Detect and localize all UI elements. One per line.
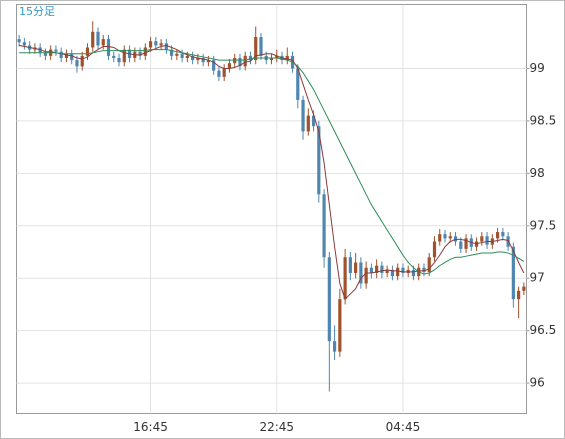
- candle-body: [22, 42, 26, 46]
- candle-body: [269, 57, 274, 61]
- moving-average-line: [19, 49, 525, 275]
- candle-body: [275, 55, 279, 58]
- candle-body: [348, 257, 352, 273]
- candle-body: [285, 55, 289, 61]
- candle-body: [43, 52, 48, 56]
- candle-body: [212, 60, 216, 71]
- x-tick-label: 16:45: [133, 420, 168, 434]
- candle-body: [375, 265, 379, 273]
- chart-title: 15分足: [19, 5, 55, 18]
- candle-body: [106, 39, 111, 56]
- candle-body: [422, 267, 426, 272]
- candle-body: [338, 299, 342, 352]
- candle-body: [443, 234, 447, 239]
- y-tick-label: 98.5: [530, 113, 557, 127]
- candle-body: [322, 194, 326, 258]
- x-tick-label: 04:45: [386, 420, 421, 434]
- candle-body: [238, 57, 242, 67]
- candle-body: [511, 246, 515, 300]
- candle-body: [369, 267, 373, 273]
- candle-body: [427, 257, 431, 272]
- candle-body: [495, 232, 500, 239]
- candle-body: [70, 53, 74, 61]
- candle-body: [148, 41, 153, 48]
- candle-body: [91, 31, 95, 48]
- candle-body: [396, 267, 400, 277]
- candle-body: [364, 267, 368, 284]
- y-tick-label: 97.5: [530, 218, 557, 232]
- candle-body: [474, 241, 479, 247]
- candle-body: [64, 53, 69, 58]
- candle-body: [164, 43, 168, 50]
- candle-body: [406, 269, 410, 273]
- y-tick-label: 98: [530, 166, 545, 180]
- candle-body: [296, 68, 300, 100]
- candle-body: [317, 126, 321, 195]
- moving-average-line: [19, 44, 525, 301]
- candle-body: [54, 49, 58, 52]
- candle-body: [170, 49, 174, 56]
- candle-body: [332, 341, 337, 352]
- candle-body: [217, 70, 221, 77]
- candle-body: [80, 55, 84, 67]
- candle-body: [254, 37, 258, 61]
- candle-body: [453, 236, 458, 242]
- candle-body: [359, 262, 363, 284]
- candle-body: [138, 51, 142, 56]
- candle-body: [411, 269, 416, 277]
- candle-body: [438, 234, 442, 242]
- candle-body: [432, 241, 437, 258]
- candle-body: [175, 53, 179, 56]
- candle-body: [311, 115, 316, 127]
- candle-body: [117, 57, 121, 63]
- candle-body: [196, 57, 200, 61]
- candle-body: [206, 60, 211, 63]
- candle-body: [154, 41, 158, 46]
- candle-body: [143, 47, 147, 56]
- candle-body: [480, 236, 484, 242]
- candle-body: [306, 115, 310, 132]
- candle-body: [59, 51, 63, 58]
- candle-body: [75, 60, 79, 67]
- candle-body: [380, 265, 384, 273]
- candle-body: [501, 232, 505, 237]
- candle-body: [227, 63, 232, 69]
- candle-body: [522, 286, 526, 291]
- candle-body: [222, 68, 226, 77]
- plot-area: [16, 4, 527, 414]
- candle-body: [185, 55, 189, 58]
- candle-body: [191, 55, 195, 61]
- candle-body: [354, 262, 358, 273]
- candle-body: [159, 43, 163, 46]
- x-tick-label: 22:45: [259, 420, 294, 434]
- candle-body: [343, 257, 347, 300]
- candle-body: [248, 55, 253, 61]
- candle-body: [85, 47, 90, 56]
- y-tick-label: 97: [530, 271, 545, 285]
- candle-body: [96, 31, 100, 46]
- candle-body: [448, 236, 452, 239]
- candle-body: [327, 257, 331, 342]
- candle-body: [390, 269, 395, 277]
- candle-body: [259, 37, 263, 56]
- candle-body: [485, 236, 489, 245]
- candle-body: [180, 53, 184, 58]
- candle-body: [301, 99, 305, 132]
- y-tick-label: 99: [530, 61, 545, 75]
- candle-body: [459, 241, 463, 249]
- y-tick-label: 96: [530, 376, 545, 390]
- candle-body: [201, 57, 205, 63]
- candle-body: [401, 267, 405, 273]
- candle-body: [243, 55, 247, 67]
- candle-body: [112, 55, 116, 58]
- y-tick-label: 96.5: [530, 323, 557, 337]
- candle-body: [233, 57, 237, 64]
- candle-body: [517, 290, 521, 300]
- candle-body: [122, 49, 126, 63]
- candle-body: [464, 238, 468, 249]
- candle-body: [385, 269, 389, 273]
- candle-body: [101, 39, 105, 46]
- candle-body: [17, 39, 21, 43]
